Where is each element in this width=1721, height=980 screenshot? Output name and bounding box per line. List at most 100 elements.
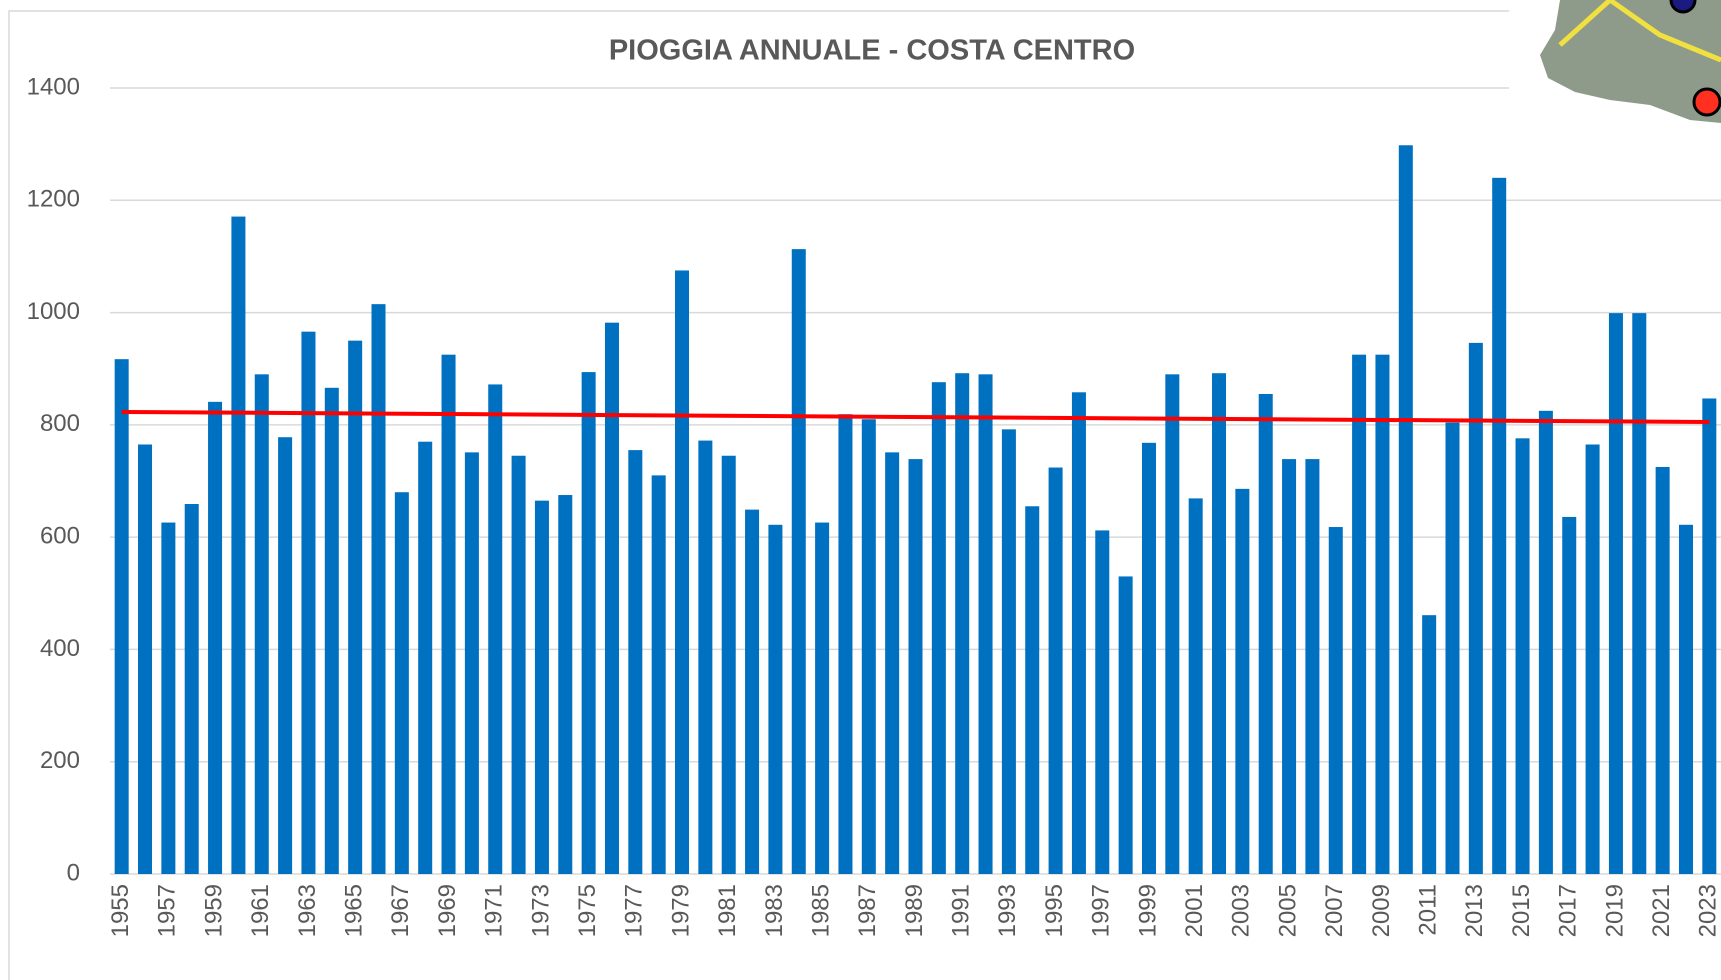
x-tick-label: 2009: [1368, 884, 1395, 937]
bar: [1165, 374, 1179, 874]
bar: [1702, 398, 1716, 874]
bar: [1516, 438, 1530, 874]
x-tick-label: 1971: [481, 884, 508, 937]
bar: [1025, 506, 1039, 874]
bar: [862, 419, 876, 874]
bar: [979, 374, 993, 874]
x-tick-label: 2013: [1461, 884, 1488, 937]
y-tick-label: 800: [40, 410, 80, 437]
x-tick-label: 1967: [387, 884, 414, 937]
y-tick-label: 200: [40, 747, 80, 774]
bar: [955, 373, 969, 874]
x-tick-label: 2005: [1274, 884, 1301, 937]
chart: 0200400600800100012001400 PIOGGIA ANNUAL…: [0, 0, 1721, 980]
bar: [1072, 392, 1086, 874]
bar: [745, 510, 759, 874]
x-tick-label: 2003: [1228, 884, 1255, 937]
map-point: [1694, 89, 1720, 115]
x-tick-label: 1965: [340, 884, 367, 937]
bar: [371, 304, 385, 874]
bar: [231, 217, 245, 874]
x-tick-label: 1997: [1088, 884, 1115, 937]
x-tick-label: 2001: [1181, 884, 1208, 937]
x-tick-label: 1959: [200, 884, 227, 937]
bar: [698, 441, 712, 874]
bar: [1375, 355, 1389, 874]
x-tick-label: 2015: [1508, 884, 1535, 937]
bar: [442, 355, 456, 874]
bar: [488, 384, 502, 874]
bar: [535, 501, 549, 874]
bar: [1399, 145, 1413, 874]
bar: [1679, 525, 1693, 874]
x-tick-label: 2021: [1648, 884, 1675, 937]
bar: [932, 382, 946, 874]
bar: [1445, 423, 1459, 874]
bar: [1095, 530, 1109, 874]
marks: [115, 145, 1717, 874]
bar: [885, 452, 899, 874]
bar: [1189, 498, 1203, 874]
bar: [208, 402, 222, 874]
bar: [1002, 429, 1016, 874]
bar: [138, 445, 152, 874]
bar: [1492, 178, 1506, 874]
bar: [1422, 615, 1436, 874]
x-tick-label: 2017: [1555, 884, 1582, 937]
x-tick-label: 1983: [761, 884, 788, 937]
chart-title: PIOGGIA ANNUALE - COSTA CENTRO: [609, 35, 1135, 67]
y-tick-label: 1400: [27, 73, 80, 100]
x-tick-label: 1987: [854, 884, 881, 937]
bar: [1259, 394, 1273, 874]
bar: [1235, 489, 1249, 874]
bar: [1212, 373, 1226, 874]
x-tick-label: 1985: [807, 884, 834, 937]
bar: [185, 504, 199, 874]
x-tick-label: 1975: [574, 884, 601, 937]
map-inset: [1509, 0, 1721, 123]
x-tick-label: 1999: [1134, 884, 1161, 937]
bar: [675, 270, 689, 874]
bar: [255, 374, 269, 874]
bar: [418, 442, 432, 874]
x-tick-label: 1963: [294, 884, 321, 937]
bar: [325, 388, 339, 874]
bar: [605, 323, 619, 874]
x-tick-label: 1969: [434, 884, 461, 937]
x-tick-label: 2019: [1601, 884, 1628, 937]
x-tick-label: 1961: [247, 884, 274, 937]
x-tick-label: 1973: [527, 884, 554, 937]
x-tick-label: 1981: [714, 884, 741, 937]
bar: [1305, 459, 1319, 874]
map-point: [1671, 0, 1695, 12]
bar: [1282, 459, 1296, 874]
x-tick-label: 1991: [948, 884, 975, 937]
y-tick-label: 0: [67, 859, 80, 886]
bar: [1539, 411, 1553, 874]
bar: [815, 523, 829, 874]
bar: [582, 372, 596, 874]
bar: [161, 523, 175, 874]
bar: [1352, 355, 1366, 874]
bar: [1119, 576, 1133, 874]
bar: [792, 249, 806, 874]
x-tick-label: 2023: [1695, 884, 1721, 937]
x-tick-label: 1995: [1041, 884, 1068, 937]
bar: [908, 459, 922, 874]
bar: [512, 456, 526, 874]
bar: [1142, 443, 1156, 874]
bar: [115, 359, 129, 874]
bar: [558, 495, 572, 874]
bar: [1632, 313, 1646, 874]
bar: [1562, 517, 1576, 874]
bar: [465, 452, 479, 874]
x-tick-label: 1955: [107, 884, 134, 937]
bar: [652, 475, 666, 874]
bar: [768, 525, 782, 874]
bar: [395, 492, 409, 874]
x-tick-label: 1993: [994, 884, 1021, 937]
bar: [1049, 468, 1063, 874]
bar: [722, 456, 736, 874]
bar: [628, 450, 642, 874]
y-tick-label: 400: [40, 635, 80, 662]
